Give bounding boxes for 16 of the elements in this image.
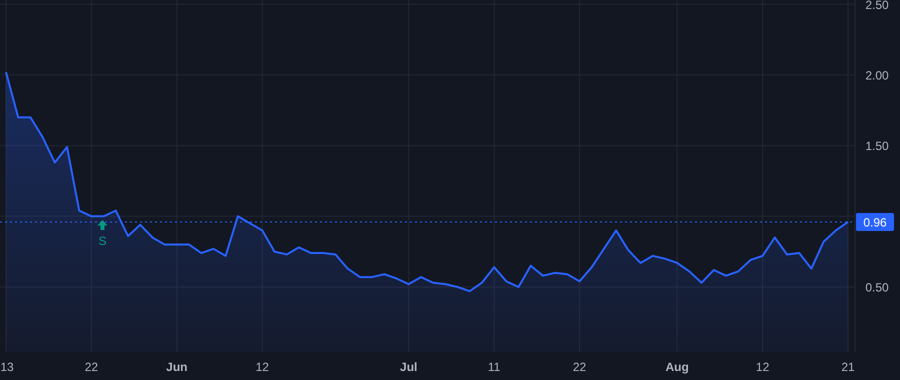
- x-tick-label: 22: [84, 360, 98, 374]
- x-tick-label: 12: [256, 360, 270, 374]
- y-tick-label: 0.50: [865, 280, 889, 294]
- y-tick-label: 2.50: [865, 0, 889, 12]
- annotation: S: [98, 234, 107, 248]
- y-tick-label: 1.50: [865, 139, 889, 154]
- x-tick-label: Jun: [166, 360, 188, 374]
- x-tick-label: Aug: [665, 360, 689, 374]
- x-tick-label: 12: [756, 360, 770, 374]
- x-tick-label: 21: [841, 360, 855, 374]
- ref-line-label: 0.96: [863, 215, 887, 230]
- x-tick-label: 13: [0, 360, 14, 374]
- y-tick-label: 2.00: [865, 68, 889, 82]
- x-tick-label: Jul: [400, 360, 418, 374]
- x-tick-label: 11: [488, 360, 501, 374]
- x-tick-label: 22: [572, 360, 587, 374]
